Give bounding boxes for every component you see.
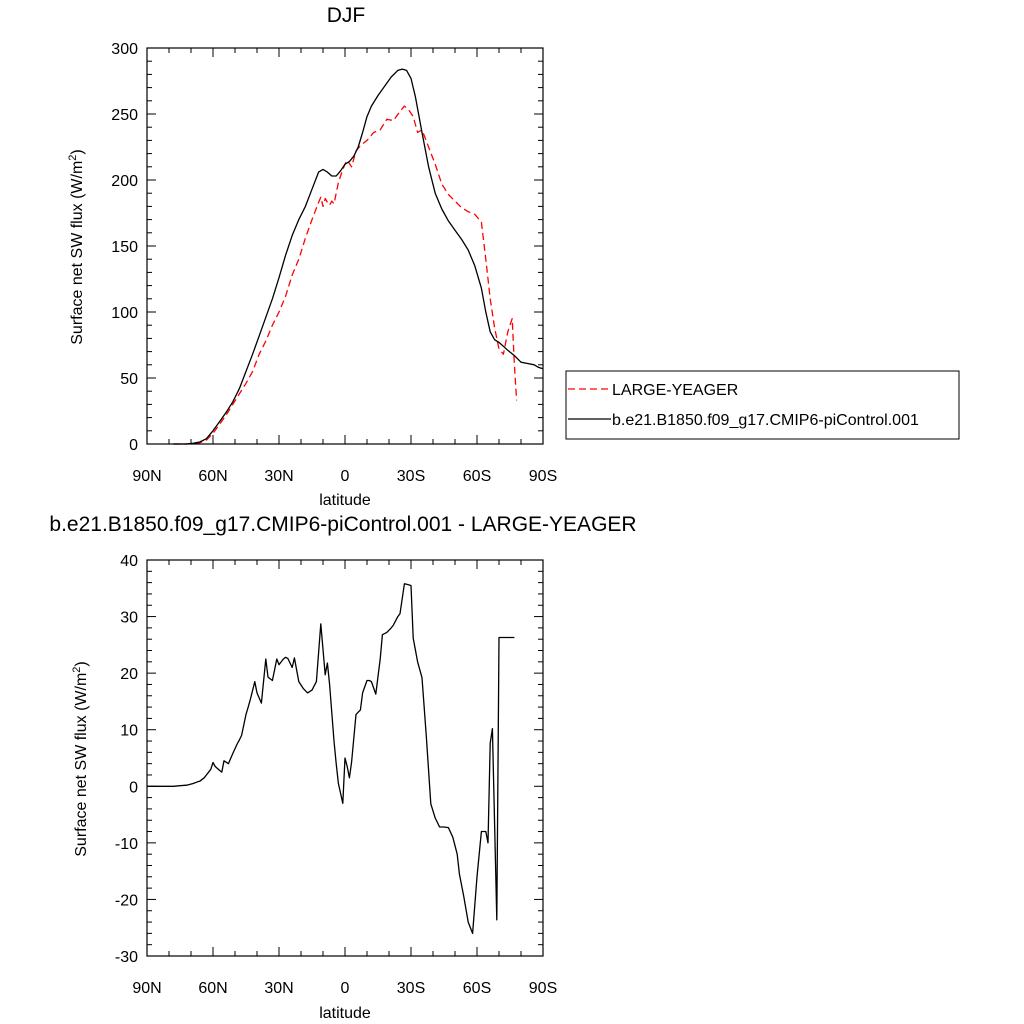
y-tick-label: 150 xyxy=(111,239,138,256)
series-group xyxy=(173,68,544,445)
x-tick-label: 90N xyxy=(132,980,161,997)
x-tick-label: 30N xyxy=(264,980,293,997)
legend: LARGE-YEAGER b.e21.B1850.f09_g17.CMIP6-p… xyxy=(565,370,960,440)
y-tick-label: -10 xyxy=(115,836,138,853)
y-tick-label: 0 xyxy=(129,779,138,796)
x-tick-label: 60N xyxy=(198,468,227,485)
x-tick-label: 30S xyxy=(397,468,425,485)
x-tick-label: 0 xyxy=(341,468,350,485)
y-axis-label: Surface net SW flux (W/m2) xyxy=(71,661,90,857)
y-tick-label: 30 xyxy=(120,610,138,627)
x-tick-label: 30N xyxy=(264,468,293,485)
series-group xyxy=(147,583,515,935)
series-line-large-yeager xyxy=(173,105,518,445)
legend-box xyxy=(565,370,960,440)
series-line-b-e21-b1850-f09-g17-cmip6-picontrol-001 xyxy=(173,68,544,445)
y-tick-label: -20 xyxy=(115,892,138,909)
axis-ticks: 90N 60N 30N 0 30S 60S 90S 0 50 100 150 200 250 300 xyxy=(111,41,557,485)
x-tick-label: 60N xyxy=(198,980,227,997)
chart-title: b.e21.B1850.f09_g17.CMIP6-piControl.001 … xyxy=(49,513,636,536)
x-tick-label: 0 xyxy=(341,980,350,997)
x-tick-label: 90N xyxy=(132,468,161,485)
y-tick-label: -30 xyxy=(115,949,138,966)
x-tick-label: 90S xyxy=(529,980,557,997)
y-tick-label: 300 xyxy=(111,41,138,58)
legend-label-picontrol: b.e21.B1850.f09_g17.CMIP6-piControl.001 xyxy=(612,412,919,429)
y-tick-label: 50 xyxy=(120,371,138,388)
y-axis-label: Surface net SW flux (W/m2) xyxy=(67,149,86,345)
x-axis-label: latitude xyxy=(319,492,371,509)
y-tick-label: 250 xyxy=(111,107,138,124)
x-tick-label: 90S xyxy=(529,468,557,485)
panel-difference: b.e21.B1850.f09_g17.CMIP6-piControl.001 … xyxy=(49,513,636,1022)
axis-ticks: 90N 60N 30N 0 30S 60S 90S -30 -20 -10 0 10 20 30 40 xyxy=(115,553,557,997)
panel-djf: DJF 90N 60N 30N 0 30S 60S 90S 0 50 100 150 200 250 30… xyxy=(67,4,960,509)
legend-label-large-yeager: LARGE-YEAGER xyxy=(612,382,738,399)
x-axis-label: latitude xyxy=(319,1005,371,1022)
y-tick-label: 200 xyxy=(111,173,138,190)
series-line-difference xyxy=(147,583,515,935)
y-tick-label: 20 xyxy=(120,666,138,683)
x-tick-label: 60S xyxy=(463,468,491,485)
x-tick-label: 30S xyxy=(397,980,425,997)
y-tick-label: 40 xyxy=(120,553,138,570)
x-tick-label: 60S xyxy=(463,980,491,997)
y-tick-label: 0 xyxy=(129,437,138,454)
y-tick-label: 10 xyxy=(120,723,138,740)
y-tick-label: 100 xyxy=(111,305,138,322)
chart-title: DJF xyxy=(327,4,366,27)
